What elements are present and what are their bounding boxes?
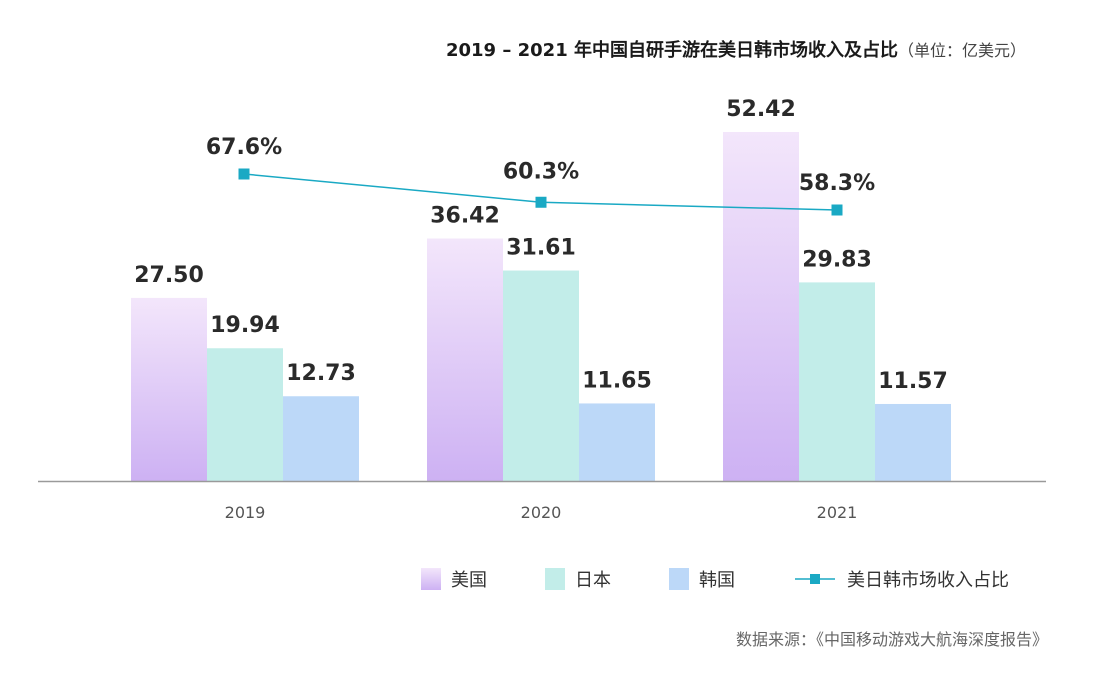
bar-value-label: 11.57 [878, 369, 948, 394]
bar-value-label: 36.42 [430, 204, 500, 229]
legend-swatch [421, 568, 441, 590]
chart-title-text: 2019 – 2021 年中国自研手游在美日韩市场收入及占比 [445, 40, 898, 61]
x-tick-label: 2020 [521, 503, 562, 522]
share-marker [535, 196, 547, 208]
bar-日本-2021 [799, 282, 875, 481]
bar-韩国-2020 [579, 403, 655, 481]
legend-japan: 日本 [545, 568, 611, 591]
share-marker [831, 204, 843, 216]
legend-marker-swatch [810, 574, 820, 584]
x-tick-label: 2019 [225, 503, 266, 522]
share-value-label: 67.6% [206, 135, 282, 160]
bar-value-label: 11.65 [582, 368, 652, 393]
bar-韩国-2021 [875, 403, 951, 481]
x-tick-label: 2021 [817, 503, 858, 522]
legend-label: 美国 [451, 570, 487, 591]
legend-label: 美日韩市场收入占比 [847, 570, 1009, 591]
source-note: 数据来源：《中国移动游戏大航海深度报告》 [735, 630, 1048, 649]
share-line-layer: 67.6% 60.3% 58.3% [206, 135, 875, 216]
bar-美国-2020 [427, 238, 503, 481]
bar-value-label: 19.94 [210, 313, 280, 338]
chart-title: 2019 – 2021 年中国自研手游在美日韩市场收入及占比（单位：亿美元） [446, 36, 1026, 62]
bar-美国-2021 [723, 132, 799, 481]
bar-美国-2019 [131, 297, 207, 481]
share-value-label: 58.3% [799, 171, 875, 196]
chart-unit: （单位：亿美元） [897, 41, 1026, 60]
bar-value-label: 12.73 [286, 361, 356, 386]
legend-label: 日本 [575, 570, 611, 591]
x-tick-labels: 2019 2020 2021 [225, 503, 858, 522]
bar-韩国-2019 [283, 396, 359, 481]
legend-label: 韩国 [699, 570, 735, 591]
bar-value-label: 27.50 [134, 263, 204, 288]
legend: 美国 日本 韩国 美日韩市场收入占比 [421, 568, 1009, 591]
bar-value-label: 52.42 [726, 97, 796, 122]
share-marker [238, 168, 250, 180]
bar-日本-2020 [503, 270, 579, 481]
legend-korea: 韩国 [669, 568, 735, 591]
legend-share: 美日韩市场收入占比 [795, 570, 1009, 591]
legend-us: 美国 [421, 568, 487, 591]
legend-swatch [545, 568, 565, 590]
bar-value-label: 29.83 [802, 247, 872, 272]
share-value-label: 60.3% [503, 159, 579, 184]
bar-日本-2019 [207, 348, 283, 481]
legend-swatch [669, 568, 689, 590]
bar-value-label: 31.61 [506, 236, 576, 261]
